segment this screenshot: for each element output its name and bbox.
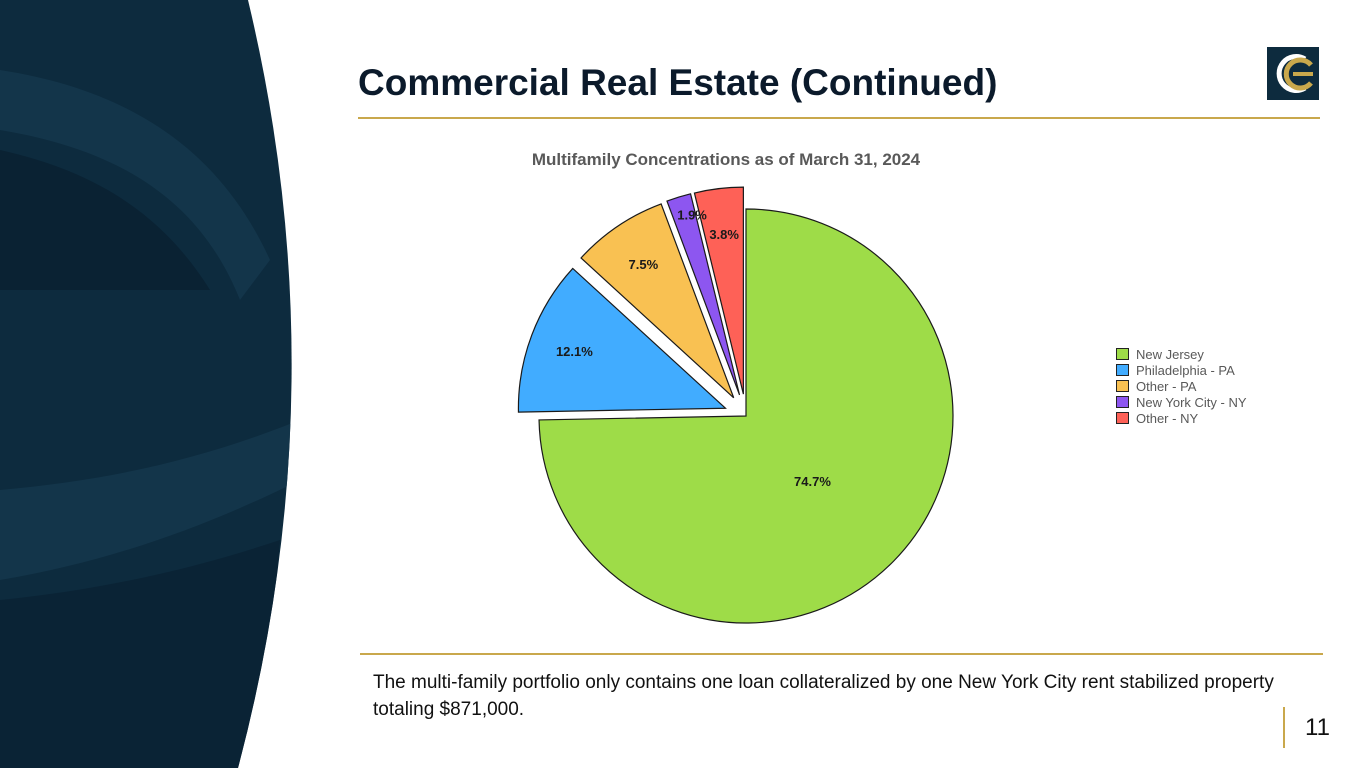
legend-item-new-jersey: New Jersey — [1116, 346, 1247, 362]
legend-label: New Jersey — [1136, 346, 1204, 362]
legend-item-philadelphia-pa: Philadelphia - PA — [1116, 362, 1247, 378]
footnote-text: The multi-family portfolio only contains… — [373, 672, 1274, 720]
pie-slice-new-york-city-ny — [666, 193, 741, 396]
legend-swatch — [1116, 412, 1129, 424]
legend-label: Other - PA — [1136, 378, 1197, 394]
pie-slice-philadelphia-pa — [517, 267, 727, 413]
page-number: 11 — [1305, 714, 1330, 741]
legend-item-other-pa: Other - PA — [1116, 378, 1247, 394]
slice-label-other-ny: 3.8% — [709, 227, 739, 242]
decorative-side-panel — [0, 0, 292, 768]
legend-label: Philadelphia - PA — [1136, 362, 1235, 378]
legend-label: Other - NY — [1136, 410, 1199, 426]
slice-label-other-pa: 7.5% — [629, 257, 659, 272]
legend-swatch — [1116, 396, 1129, 408]
legend-label: New York City - NY — [1136, 394, 1247, 410]
legend-swatch — [1116, 348, 1129, 360]
chart-title: Multifamily Concentrations as of March 3… — [532, 150, 921, 169]
company-logo — [1267, 47, 1319, 100]
pie-slice-other-pa — [580, 203, 735, 399]
brand-mark-watermark — [0, 70, 292, 768]
legend-swatch — [1116, 380, 1129, 392]
slide-title: Commercial Real Estate (Continued) — [358, 62, 998, 103]
pie-slice-labels: 74.7% 12.1% 7.5% 1.9%3.8% — [556, 208, 831, 490]
multifamily-pie-chart: Multifamily Concentrations as of March 3… — [517, 150, 954, 624]
slice-label-philadelphia-pa: 12.1% — [556, 344, 593, 359]
pie-slice-new-jersey — [538, 208, 954, 624]
slice-label-new-jersey: 74.7% — [794, 474, 831, 489]
footnote-divider — [360, 653, 1323, 655]
legend-item-new-york-city-ny: New York City - NY — [1116, 394, 1247, 410]
pie-slice-other-ny — [693, 186, 744, 395]
pie-slices — [517, 186, 954, 624]
slice-label-new-york-city-ny: 1.9% — [677, 208, 707, 223]
legend-swatch — [1116, 364, 1129, 376]
legend-item-other-ny: Other - NY — [1116, 410, 1247, 426]
title-divider — [358, 117, 1320, 119]
page-number-divider — [1283, 707, 1285, 748]
chart-legend: New Jersey Philadelphia - PA Other - PA New… — [1116, 346, 1247, 426]
